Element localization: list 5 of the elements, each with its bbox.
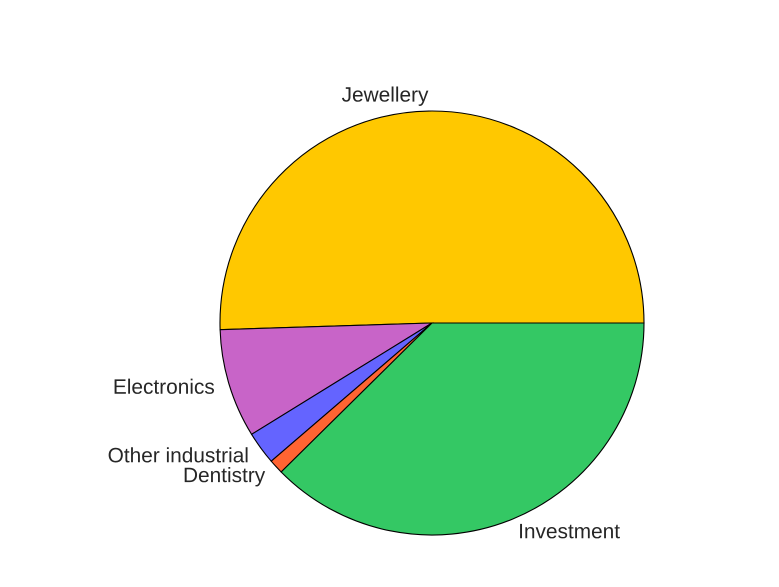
slice-label: Dentistry <box>184 467 266 486</box>
slice-label: Other industrial <box>108 447 248 462</box>
slice-label: Jewellery <box>342 86 428 106</box>
slice-label: Investment <box>520 524 620 538</box>
slice-label: Electronics <box>114 378 214 394</box>
